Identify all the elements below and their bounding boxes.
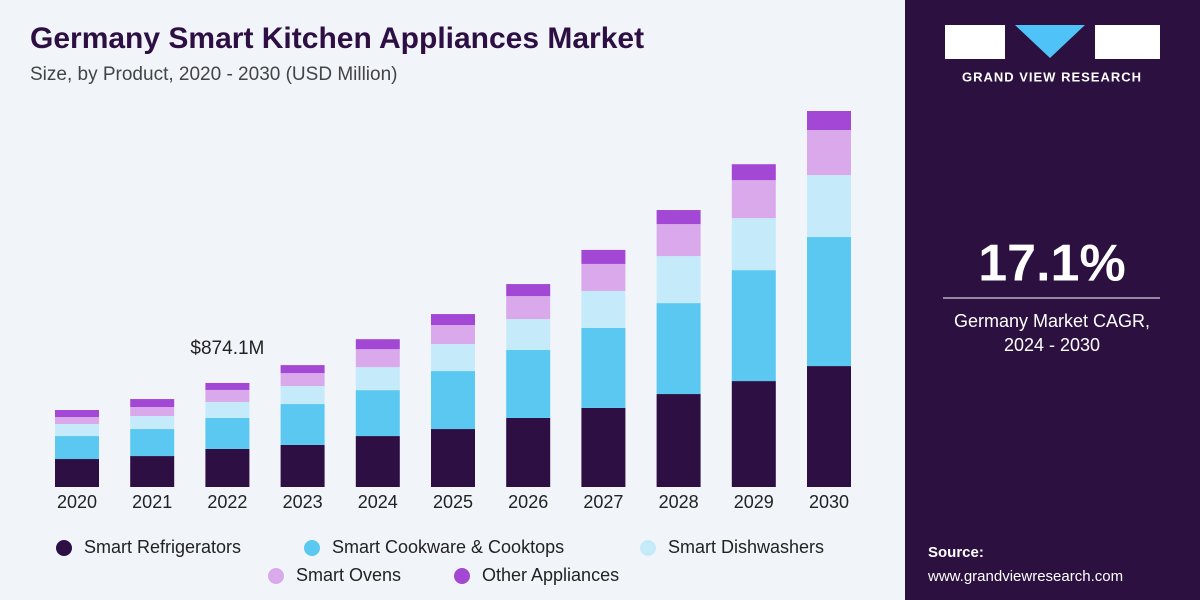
bar-segment <box>205 401 250 418</box>
bar-segment <box>506 350 551 418</box>
bar-segment <box>581 249 626 264</box>
bar-segment <box>431 344 475 372</box>
bar-segment <box>731 270 776 382</box>
bar-segment <box>807 366 851 487</box>
x-tick-label: 2030 <box>809 492 849 512</box>
x-tick-label: 2027 <box>583 492 623 512</box>
bar-segment <box>55 436 99 460</box>
bar-segment <box>280 373 325 387</box>
logo-triangle <box>1015 25 1085 58</box>
bar-segment <box>55 424 99 437</box>
bar-segment <box>431 325 475 345</box>
bar-segment <box>656 256 701 304</box>
bar-segment <box>431 429 475 487</box>
bar-segment <box>807 111 851 131</box>
bar-segment <box>656 224 701 257</box>
brand: GRAND VIEW RESEARCH <box>962 69 1142 84</box>
x-tick-label: 2028 <box>659 492 699 512</box>
bar-segment <box>130 407 175 417</box>
logo <box>945 25 1160 59</box>
bar-segment <box>280 365 325 374</box>
chart-title: Germany Smart Kitchen Appliances Market <box>30 22 644 55</box>
bar-segment <box>731 164 776 181</box>
legend-label: Smart Refrigerators <box>84 537 241 557</box>
bar-segment <box>581 263 626 291</box>
bar-segment <box>656 303 701 395</box>
legend-marker <box>268 568 284 584</box>
annotation: $874.1M <box>190 338 264 359</box>
legend-label: Other Appliances <box>482 565 619 585</box>
bar-segment <box>355 339 400 350</box>
source-label: Source: <box>928 544 984 561</box>
chart-subtitle: Size, by Product, 2020 - 2030 (USD Milli… <box>30 64 398 85</box>
bar-segment <box>280 386 325 405</box>
bar-segment <box>130 456 175 487</box>
bar-segment <box>130 416 175 430</box>
bar-segment <box>656 394 701 487</box>
x-tick-label: 2024 <box>358 492 398 512</box>
bar-segment <box>130 399 175 408</box>
bar-segment <box>431 314 475 326</box>
x-tick-label: 2029 <box>734 492 774 512</box>
bar-segment <box>506 319 551 351</box>
logo-block <box>945 25 1005 59</box>
logo-block <box>1095 25 1160 59</box>
bar-segment <box>205 448 250 487</box>
bar-segment <box>506 284 551 297</box>
x-tick-label: 2021 <box>132 492 172 512</box>
cagr-label: Germany Market CAGR, <box>954 311 1150 331</box>
x-tick-label: 2025 <box>433 492 473 512</box>
bar-segment <box>205 389 250 402</box>
bar-segment <box>731 381 776 487</box>
x-tick-label: 2023 <box>283 492 323 512</box>
sidebar <box>905 0 1200 600</box>
x-tick-label: 2026 <box>508 492 548 512</box>
bar-segment <box>55 409 99 418</box>
bar-segment <box>130 429 175 457</box>
bar-segment <box>807 130 851 176</box>
bar-segment <box>731 218 776 271</box>
legend-label: Smart Cookware & Cooktops <box>332 537 564 557</box>
cagr-value: 17.1% <box>978 235 1125 293</box>
bar-segment <box>55 417 99 425</box>
legend-marker <box>640 540 656 556</box>
bar-segment <box>355 367 400 391</box>
bar-segment <box>731 180 776 219</box>
bar-segment <box>280 404 325 445</box>
x-tick-label: 2022 <box>207 492 247 512</box>
bar-segment <box>581 290 626 328</box>
bar-segment <box>205 417 250 449</box>
bar-segment <box>581 327 626 408</box>
bar-segment <box>807 175 851 238</box>
bar-segment <box>506 296 551 320</box>
cagr-label: 2024 - 2030 <box>1004 335 1100 355</box>
legend-marker <box>454 568 470 584</box>
legend-label: Smart Ovens <box>296 565 401 585</box>
legend-marker <box>56 540 72 556</box>
bar-segment <box>205 382 250 390</box>
bar-segment <box>431 371 475 430</box>
bar-segment <box>656 210 701 225</box>
bar-segment <box>807 237 851 367</box>
x-tick-label: 2020 <box>57 492 97 512</box>
bar-segment <box>280 444 325 487</box>
bar-segment <box>355 436 400 487</box>
bar-segment <box>55 459 99 487</box>
legend-label: Smart Dishwashers <box>668 537 824 557</box>
bar-segment <box>355 390 400 437</box>
bar-segment <box>506 417 551 487</box>
legend-marker <box>304 540 320 556</box>
bar-segment <box>581 407 626 487</box>
bar-segment <box>355 349 400 368</box>
source-url: www.grandviewresearch.com <box>927 568 1123 585</box>
